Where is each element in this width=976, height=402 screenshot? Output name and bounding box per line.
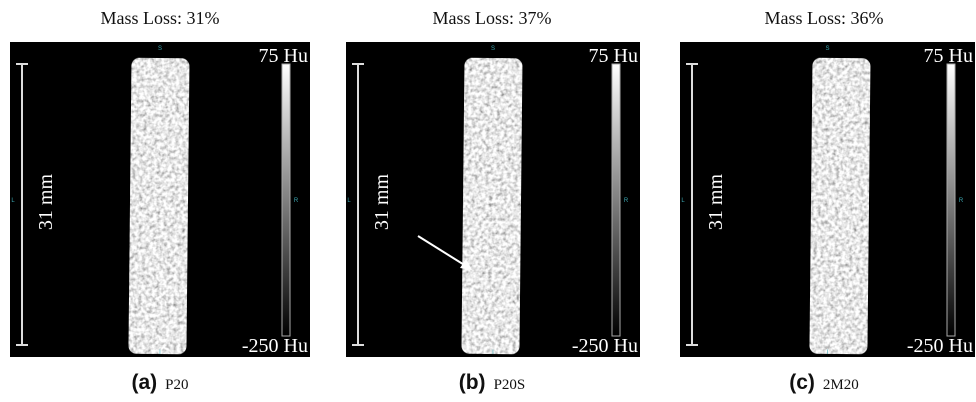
orientation-label: S <box>825 46 829 52</box>
orientation-label: R <box>624 198 629 204</box>
colorbar-min: -250 Hu <box>907 335 973 357</box>
colorbar-min: -250 Hu <box>242 335 308 357</box>
panel: Mass Loss: 31% 31 mm 75 Hu -250 Hu S I L R (a) P2… <box>10 8 310 394</box>
panel-caption: (b) P20S <box>459 371 526 394</box>
orientation-label: S <box>491 46 495 52</box>
panel-title: Mass Loss: 36% <box>764 8 883 28</box>
panel-caption: (c) 2M20 <box>789 371 859 394</box>
panel-name: P20 <box>165 377 188 393</box>
panel: Mass Loss: 37% 31 mm 75 Hu -250 Hu S I L R (b) P2… <box>346 8 640 394</box>
orientation-label: L <box>347 198 351 204</box>
panel-name: P20S <box>494 377 526 393</box>
orientation-label: L <box>11 198 15 204</box>
orientation-label: I <box>827 350 829 356</box>
scale-label: 31 mm <box>705 174 727 231</box>
colorbar-max: 75 Hu <box>259 45 308 67</box>
panel-caption: (a) P20 <box>131 371 188 394</box>
panel-title: Mass Loss: 37% <box>432 8 551 28</box>
orientation-label: I <box>492 350 494 356</box>
colorbar-min: -250 Hu <box>572 335 638 357</box>
colorbar-max: 75 Hu <box>924 45 973 67</box>
scale-label: 31 mm <box>35 174 57 231</box>
specimen <box>809 57 871 355</box>
panel-letter: (b) <box>459 371 486 394</box>
colorbar-max: 75 Hu <box>589 45 638 67</box>
colorbar <box>611 63 621 337</box>
orientation-label: L <box>681 198 685 204</box>
colorbar <box>946 63 956 337</box>
panel-letter: (c) <box>789 371 815 394</box>
panel-title: Mass Loss: 31% <box>100 8 219 28</box>
panel-letter: (a) <box>131 371 157 394</box>
arrow <box>417 235 467 267</box>
scale-label: 31 mm <box>371 174 393 231</box>
panel: Mass Loss: 36% 31 mm 75 Hu -250 Hu S I L R (c) 2M… <box>680 8 975 394</box>
panel-name: 2M20 <box>823 377 859 393</box>
orientation-label: R <box>959 198 964 204</box>
specimen <box>128 57 190 355</box>
orientation-label: R <box>294 198 299 204</box>
arrow-head <box>460 259 472 270</box>
specimen <box>461 57 523 355</box>
orientation-label: S <box>158 46 162 52</box>
colorbar <box>281 63 291 337</box>
orientation-label: I <box>159 350 161 356</box>
